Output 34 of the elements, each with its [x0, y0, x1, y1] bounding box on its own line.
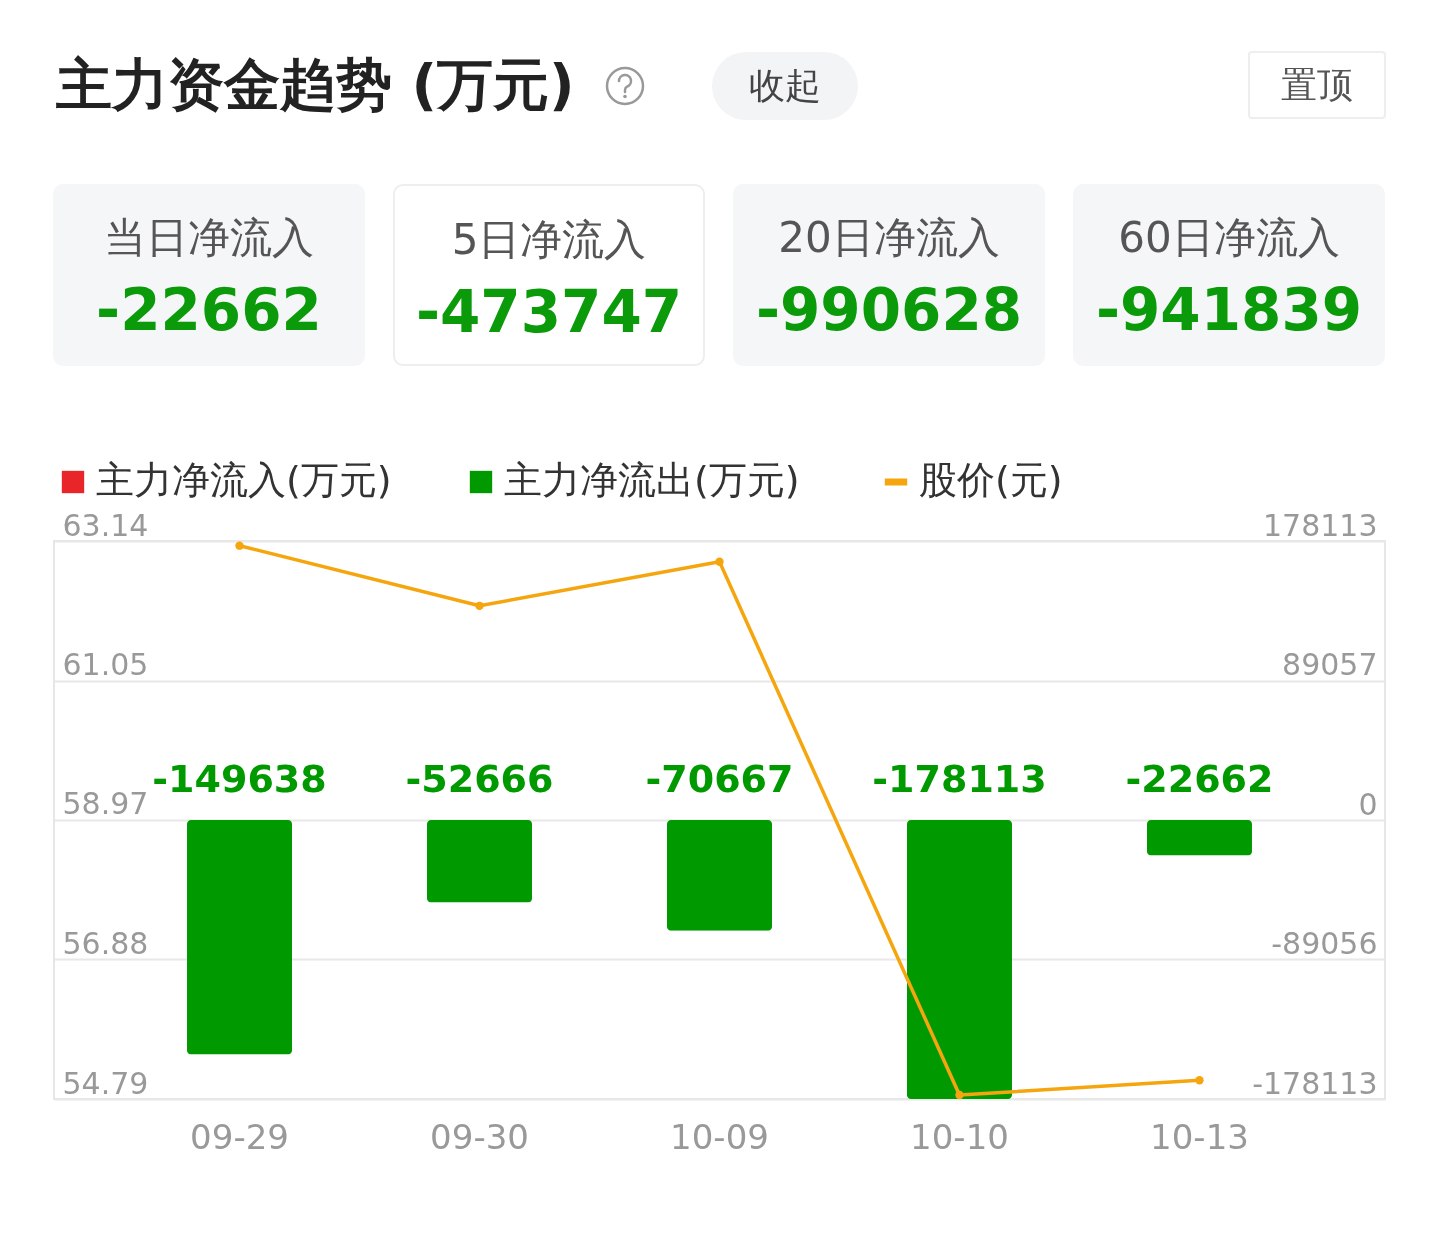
x-tick-label: 09-29 [190, 1116, 289, 1157]
text: 当日净流入 [103, 212, 315, 264]
x-tick-label: 10-09 [670, 1116, 769, 1157]
x-tick-label: 09-30 [430, 1116, 529, 1157]
text: 5日净流入 [450, 214, 648, 266]
y-tick-label: 63.14 [62, 507, 149, 543]
text: -22662 [95, 276, 323, 344]
legend-label: 主力净流出(万元) [504, 458, 800, 502]
y-tick-label: 54.79 [62, 1065, 149, 1101]
text: 置顶 [1248, 51, 1386, 119]
y2-tick-label: -89056 [1271, 926, 1378, 961]
y2-tick-label: 178113 [1262, 507, 1378, 543]
y2-tick-label: -178113 [1252, 1065, 1378, 1101]
x-tick-label: 10-13 [1150, 1116, 1249, 1157]
x-tick-label: 10-10 [910, 1116, 1009, 1157]
data-label: -52666 [405, 757, 554, 801]
text: 60日净流入 [1117, 212, 1341, 264]
legend-label: 主力净流入(万元) [96, 458, 392, 502]
y2-tick-label: 0 [1358, 786, 1378, 822]
y-tick-label: 58.97 [62, 786, 149, 822]
text: -941839 [1094, 276, 1364, 344]
text: -990628 [754, 276, 1024, 344]
legend-label: 股价(元) [919, 458, 1063, 502]
text: 主力资金趋势 (万元) [56, 51, 575, 119]
text: 收起 [712, 52, 858, 120]
text: 20日净流入 [777, 212, 1001, 264]
data-label: -70667 [645, 757, 794, 801]
data-label: -178113 [872, 757, 1047, 801]
y-tick-label: 56.88 [62, 925, 149, 961]
data-label: -22662 [1125, 757, 1274, 801]
y2-tick-label: 89057 [1282, 647, 1378, 682]
text: -473747 [414, 278, 684, 346]
y-tick-label: 61.05 [62, 647, 149, 683]
data-label: -149638 [152, 757, 327, 801]
